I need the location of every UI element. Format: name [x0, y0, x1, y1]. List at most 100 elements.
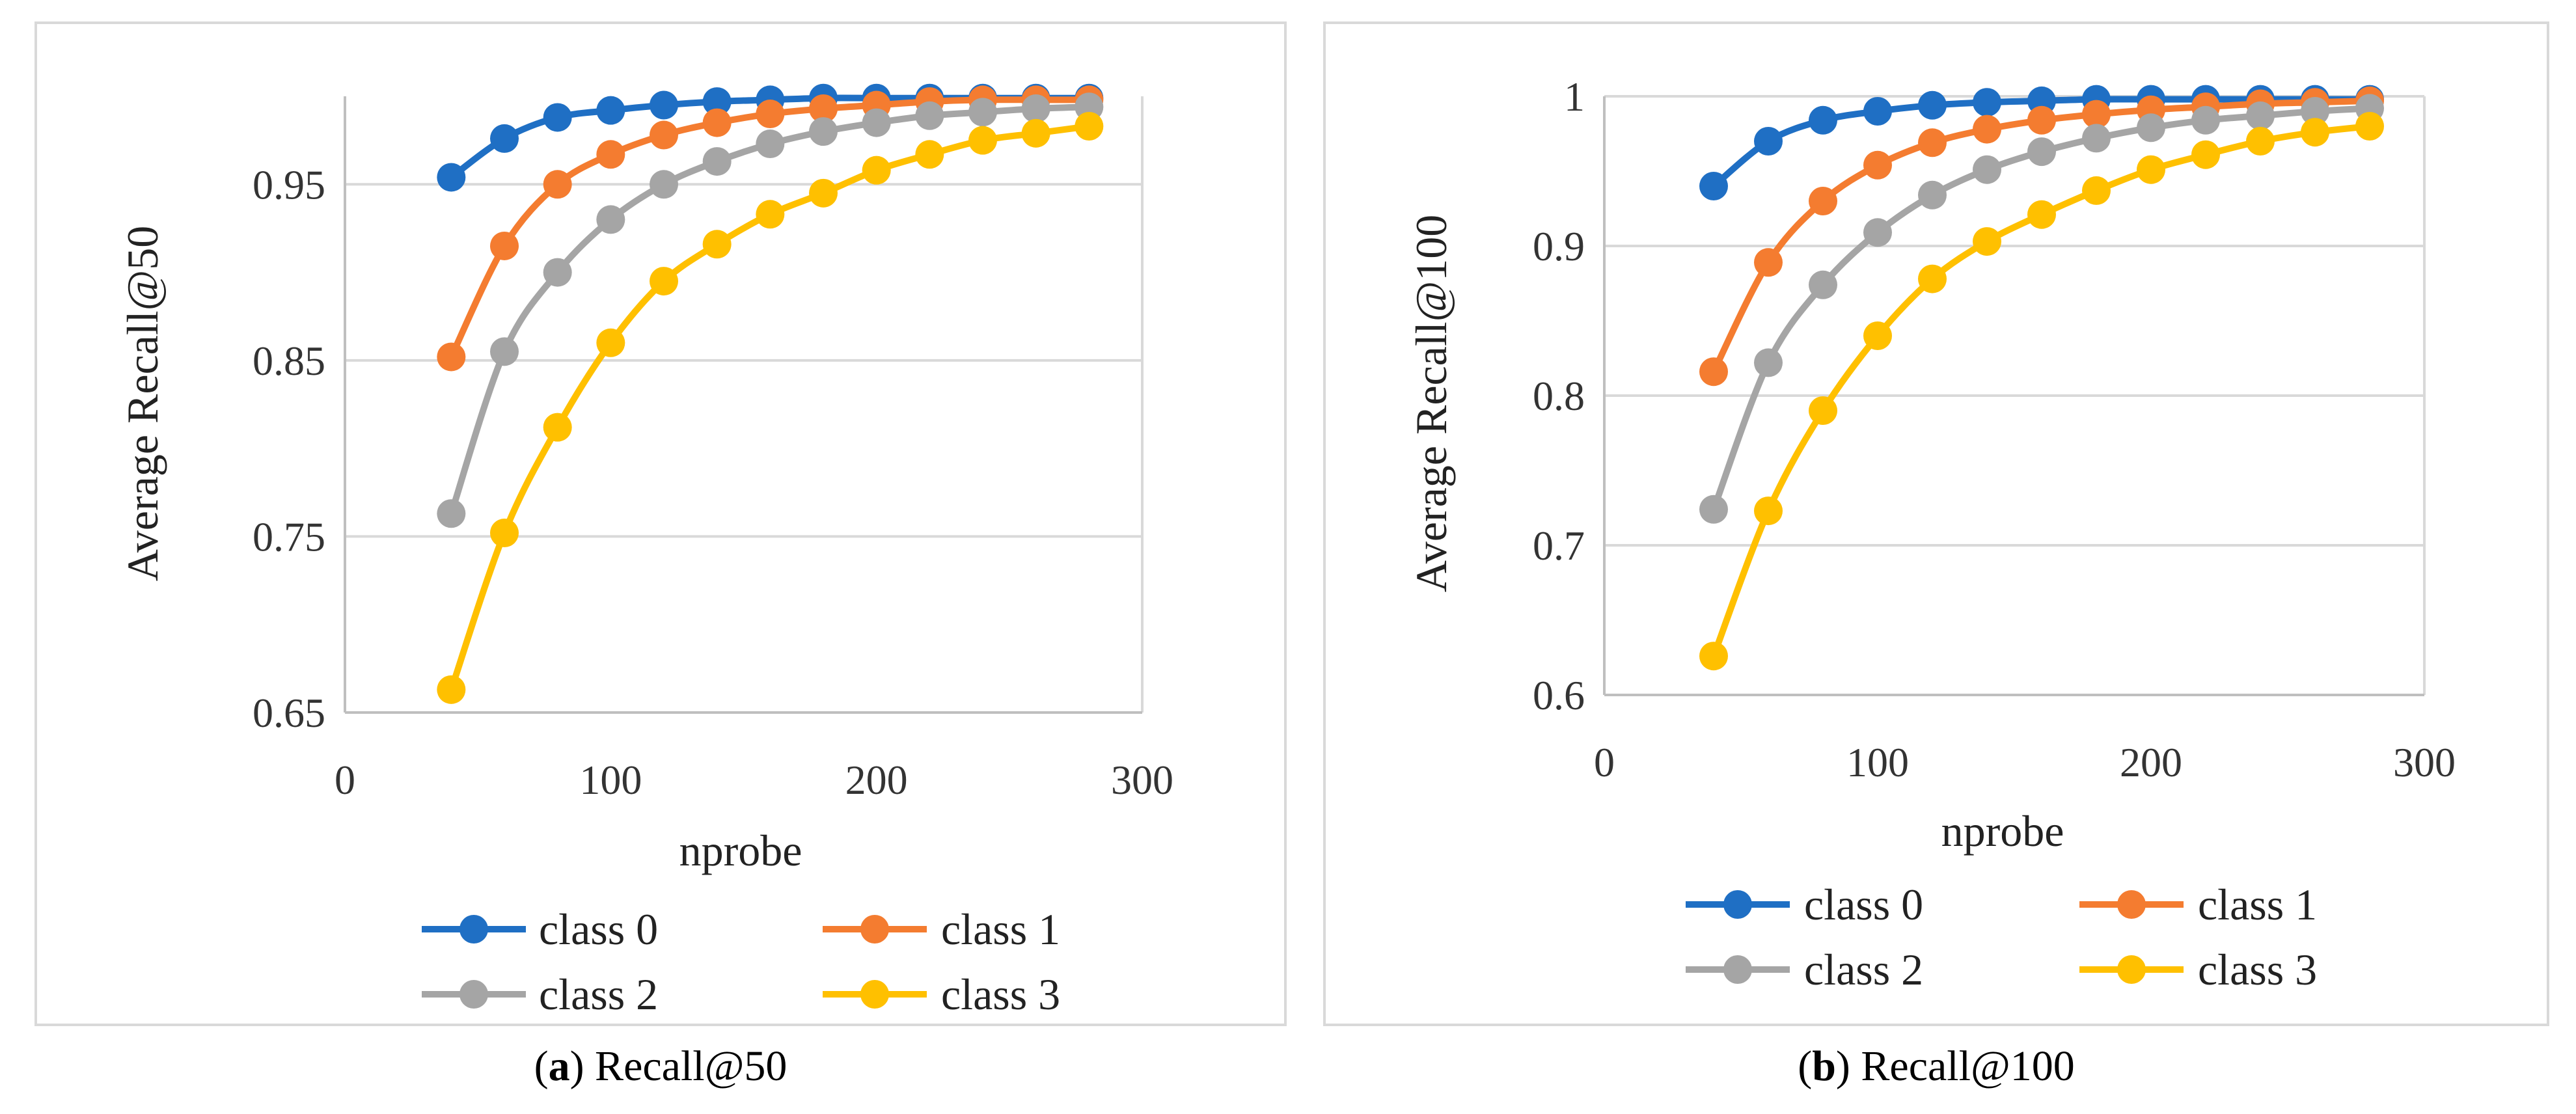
legend-item-class-2: class 2: [1686, 945, 1923, 994]
legend-item-class-0: class 0: [1686, 880, 1923, 929]
data-point: [596, 96, 625, 125]
panel-a-y-ticks: 0.65 0.75 0.85 0.95: [253, 161, 325, 736]
data-point: [1918, 90, 1947, 120]
data-point: [1699, 495, 1728, 524]
data-point: [437, 163, 466, 192]
panel-b-axes: [1603, 96, 2424, 696]
data-point: [2301, 97, 2329, 126]
data-point: [1918, 180, 1947, 210]
y-tick-label: 0.9: [1533, 223, 1585, 269]
data-point: [543, 258, 572, 287]
data-point: [1973, 115, 2001, 144]
data-point: [2027, 200, 2056, 229]
data-point: [1863, 321, 1892, 350]
x-tick-label: 0: [1594, 739, 1615, 785]
data-point: [650, 170, 678, 199]
data-point: [915, 101, 944, 130]
data-point: [650, 120, 678, 150]
data-point: [968, 98, 997, 127]
data-point: [2082, 100, 2111, 129]
legend-item-class-3: class 3: [823, 970, 1060, 1019]
data-point: [1754, 248, 1783, 277]
data-point: [1809, 187, 1837, 215]
data-point: [1754, 496, 1783, 526]
data-point: [1699, 642, 1728, 671]
data-point: [2137, 113, 2165, 143]
caption-letter: b: [1812, 1042, 1836, 1090]
y-tick-label: 0.75: [253, 513, 325, 560]
data-point: [2301, 118, 2329, 147]
caption-text: Recall@100: [1861, 1042, 2074, 1090]
data-point: [1021, 94, 1050, 123]
data-point: [809, 178, 838, 208]
caption-letter: a: [549, 1042, 570, 1090]
legend-label: class 0: [539, 904, 658, 954]
legend-marker-icon: [459, 980, 488, 1009]
data-point: [968, 126, 997, 155]
data-point: [862, 156, 891, 185]
caption-text: Recall@50: [595, 1042, 787, 1090]
data-point: [490, 124, 519, 153]
legend-marker-icon: [860, 980, 889, 1009]
legend-marker-icon: [1723, 955, 1752, 984]
data-point: [596, 328, 625, 357]
data-point: [1973, 227, 2001, 256]
panel-b-frame: [1323, 21, 2549, 1026]
data-point: [1863, 218, 1892, 247]
data-point: [2027, 105, 2056, 135]
legend-label: class 3: [2198, 945, 2317, 994]
data-point: [1075, 111, 1104, 141]
legend-item-class-3: class 3: [2079, 945, 2317, 994]
data-point: [756, 100, 785, 129]
data-point: [543, 170, 572, 199]
legend-item-class-0: class 0: [422, 904, 658, 954]
x-tick-label: 100: [579, 757, 642, 803]
data-point: [1863, 97, 1892, 126]
panel-b-caption: (b) Recall@100: [1798, 1042, 2075, 1090]
data-point: [1809, 105, 1837, 135]
legend-item-class-2: class 2: [422, 970, 658, 1019]
y-tick-label: 0.7: [1533, 523, 1585, 569]
y-tick-label: 1: [1564, 74, 1585, 120]
legend-label: class 0: [1804, 880, 1923, 929]
data-point: [543, 413, 572, 442]
data-point: [1699, 172, 1728, 200]
y-tick-label: 0.95: [253, 161, 325, 208]
data-point: [2246, 101, 2275, 130]
legend-label: class 2: [1804, 945, 1923, 994]
panel-b-y-ticks: 0.6 0.7 0.8 0.9 1: [1533, 74, 1585, 718]
y-tick-label: 0.6: [1533, 672, 1585, 718]
data-point: [2137, 155, 2165, 184]
data-point: [2082, 176, 2111, 205]
data-point: [2082, 124, 2111, 153]
data-point: [809, 94, 838, 123]
x-tick-label: 300: [1111, 757, 1173, 803]
data-point: [596, 205, 625, 234]
legend-label: class 3: [941, 970, 1060, 1019]
data-point: [702, 87, 732, 116]
data-point: [702, 108, 732, 137]
data-point: [756, 129, 785, 159]
data-point: [1973, 88, 2001, 117]
data-point: [1754, 127, 1783, 156]
x-tick-label: 100: [1846, 739, 1909, 785]
panel-a-legend: class 0 class 1 class 2 class 3: [422, 904, 1060, 1019]
x-tick-label: 0: [335, 757, 355, 803]
data-point: [650, 267, 678, 296]
legend-label: class 1: [941, 904, 1060, 954]
panel-b: 0.6 0.7 0.8 0.9 1 0 100 200 300 Average Recall@…: [1323, 21, 2549, 1090]
panel-a-series: [437, 83, 1104, 704]
data-point: [437, 675, 466, 704]
data-point: [2191, 140, 2220, 169]
data-point: [1021, 118, 1050, 148]
data-point: [543, 103, 572, 132]
x-tick-label: 300: [2393, 739, 2456, 785]
series-class-3: [437, 111, 1104, 704]
panel-b-legend: class 0 class 1 class 2 class 3: [1686, 880, 2317, 994]
legend-marker-icon: [2117, 890, 2146, 919]
panel-a-x-ticks: 0 100 200 300: [335, 757, 1173, 803]
data-point: [1918, 264, 1947, 293]
data-point: [702, 230, 732, 259]
data-point: [756, 200, 785, 229]
